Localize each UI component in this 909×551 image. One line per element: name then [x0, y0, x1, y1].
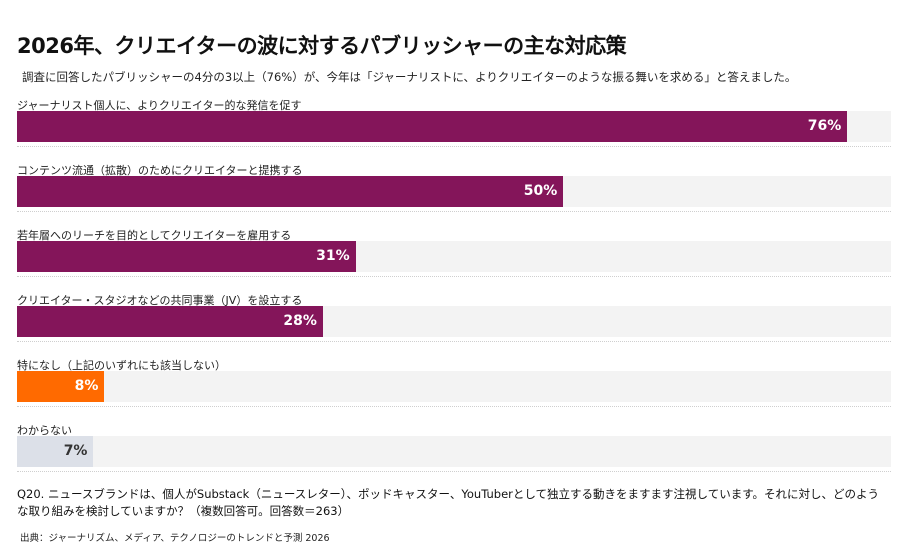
bar-track: 8%	[17, 371, 891, 402]
bar-value-label: 28%	[283, 313, 317, 329]
bar-row: コンテンツ流通（拡散）のためにクリエイターと提携する 50%	[17, 160, 891, 225]
category-label: わからない	[17, 424, 72, 437]
row-divider	[17, 341, 891, 342]
bar-track: 76%	[17, 111, 891, 142]
row-divider	[17, 406, 891, 407]
bar: 50%	[17, 176, 564, 207]
bar-track: 31%	[17, 241, 891, 272]
bar-value-label: 7%	[63, 443, 88, 459]
bar-row: クリエイター・スタジオなどの共同事業（JV）を設立する 28%	[17, 290, 891, 355]
category-label: ジャーナリスト個人に、よりクリエイター的な発信を促す	[17, 99, 302, 112]
row-divider	[17, 211, 891, 212]
category-label: 特になし（上記のいずれにも該当しない）	[17, 359, 226, 372]
bar-track: 28%	[17, 306, 891, 337]
chart-subtitle: 調査に回答したパブリッシャーの4分の3以上（76%）が、今年は「ジャーナリストに…	[22, 70, 797, 84]
bar-row: わからない 7%	[17, 420, 891, 485]
bar-row: ジャーナリスト個人に、よりクリエイター的な発信を促す 76%	[17, 95, 891, 160]
bar-row: 若年層へのリーチを目的としてクリエイターを雇用する 31%	[17, 225, 891, 290]
survey-question-note: Q20. ニュースブランドは、個人がSubstack（ニュースレター）、ポッドキ…	[17, 487, 880, 518]
bar-value-label: 50%	[523, 183, 558, 199]
bar: 76%	[17, 111, 848, 142]
bar: 28%	[17, 306, 323, 337]
category-label: クリエイター・スタジオなどの共同事業（JV）を設立する	[17, 294, 303, 307]
bar: 31%	[17, 241, 356, 272]
bar-row: 特になし（上記のいずれにも該当しない） 8%	[17, 355, 891, 420]
row-divider	[17, 146, 891, 147]
bar-chart: ジャーナリスト個人に、よりクリエイター的な発信を促す 76% コンテンツ流通（拡散）…	[17, 95, 891, 485]
bar-value-label: 8%	[74, 378, 99, 394]
bar-value-label: 76%	[807, 118, 842, 134]
source-citation: 出典：ジャーナリズム、メディア、テクノロジーのトレンドと予測 2026	[20, 533, 330, 544]
category-label: コンテンツ流通（拡散）のためにクリエイターと提携する	[17, 164, 303, 177]
row-divider	[17, 471, 891, 472]
bar-value-label: 31%	[316, 248, 350, 264]
bar: 8%	[17, 371, 105, 402]
row-divider	[17, 276, 891, 277]
chart-title: 2026年、クリエイターの波に対するパブリッシャーの主な対応策	[17, 34, 627, 58]
bar: 7%	[17, 436, 94, 467]
bar-track: 7%	[17, 436, 891, 467]
category-label: 若年層へのリーチを目的としてクリエイターを雇用する	[17, 229, 292, 242]
bar-track: 50%	[17, 176, 891, 207]
